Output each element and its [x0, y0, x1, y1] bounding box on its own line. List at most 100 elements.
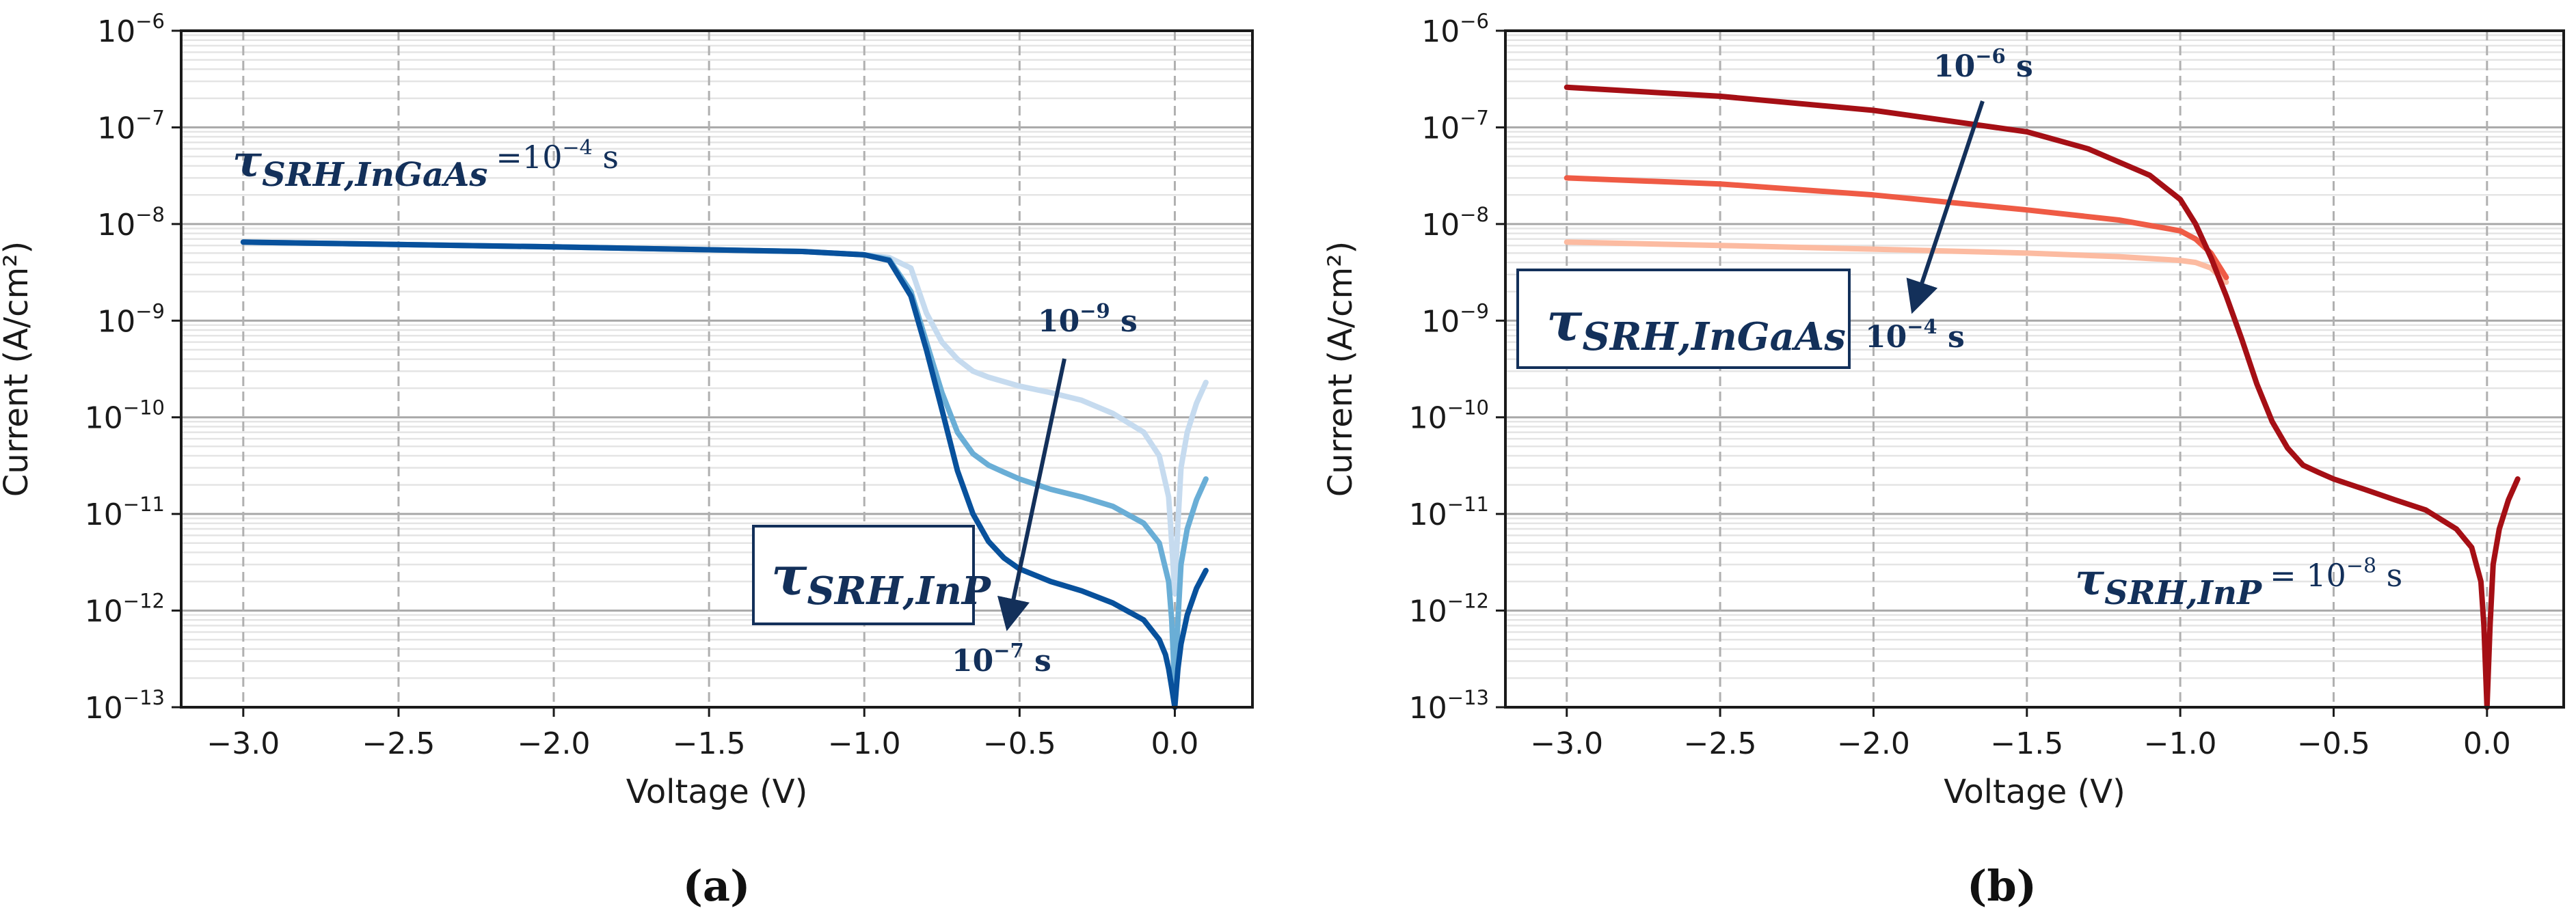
arrow-start-unit: s [1110, 304, 1138, 339]
y-tick-label: 10−12 [1409, 590, 1489, 629]
fixed-tau-exponent: −8 [2346, 554, 2376, 578]
y-tick-exponent: −7 [1460, 106, 1489, 129]
y-tick-exponent: −12 [123, 590, 165, 613]
y-tick-exponent: −13 [123, 686, 165, 709]
plot-frame [1504, 29, 2565, 709]
fixed-tau-symbol: τ [2075, 554, 2105, 605]
y-tick-label: 10−8 [97, 203, 165, 243]
arrow-start-base: 10 [1038, 304, 1079, 339]
y-tick-base: 10 [85, 691, 123, 726]
x-tick-label: 0.0 [1151, 726, 1198, 761]
y-tick-label: 10−11 [85, 493, 165, 532]
x-tick-label: −2.5 [1684, 726, 1757, 761]
y-tick-base: 10 [97, 111, 135, 146]
varied-tau-symbol: τ [771, 545, 807, 607]
y-tick-base: 10 [1409, 594, 1447, 629]
y-tick-label: 10−7 [1421, 106, 1489, 146]
x-tick-labels: −3.0 −2.5 −2.0 −1.5 −1.0 −0.5 0.0 [206, 707, 1198, 761]
x-tick-label: −2.0 [518, 726, 591, 761]
y-tick-label: 10−6 [97, 10, 165, 49]
arrow-end-base: 10 [952, 644, 993, 679]
arrow-start-exponent: −9 [1079, 299, 1110, 323]
y-tick-exponent: −9 [1460, 299, 1489, 323]
panel-label: (a) [683, 861, 751, 911]
series-line-1 [1564, 239, 2229, 285]
arrow-end-unit: s [1937, 320, 1965, 355]
arrow-end-label: 10−4 s [1865, 315, 1965, 355]
arrow-start-label: 10−9 s [1038, 299, 1138, 339]
x-tick-label: −3.0 [206, 726, 280, 761]
y-tick-base: 10 [1421, 14, 1460, 49]
y-tick-label: 10−10 [85, 396, 165, 436]
series-group [240, 239, 1209, 710]
fixed-tau-symbol: τ [232, 136, 263, 187]
arrow-start-base: 10 [1933, 49, 1975, 84]
fixed-tau-unit: s [593, 139, 619, 176]
y-tick-label: 10−9 [1421, 299, 1489, 339]
arrow-end-base: 10 [1865, 320, 1907, 355]
series-group [1564, 84, 2521, 710]
y-tick-label: 10−13 [85, 686, 165, 726]
arrow-start-label: 10−6 s [1933, 44, 2033, 84]
series-line-3 [240, 239, 1209, 710]
y-tick-exponent: −8 [135, 203, 165, 226]
x-tick-label: 0.0 [2463, 726, 2511, 761]
fixed-tau-annotation: τSRH,InP = 10−8 s [2075, 554, 2402, 612]
y-tick-label: 10−9 [97, 299, 165, 339]
arrow-end-label: 10−7 s [952, 639, 1051, 679]
minor-grid [181, 34, 1252, 679]
y-axis-label: Current (A/cm²) [1321, 241, 1360, 497]
fixed-tau-unit: s [2376, 557, 2402, 594]
y-axis-label: Current (A/cm²) [0, 241, 36, 497]
y-tick-base: 10 [85, 594, 123, 629]
x-axis-label: Voltage (V) [626, 773, 808, 811]
panel-b: −3.0 −2.5 −2.0 −1.5 −1.0 −0.5 0.010−1310−1210−… [1321, 10, 2565, 911]
arrow-start-unit: s [2006, 49, 2033, 84]
arrow-end-exponent: −7 [993, 639, 1023, 662]
y-tick-exponent: −9 [135, 299, 165, 323]
y-tick-base: 10 [1421, 208, 1460, 243]
x-tick-labels: −3.0 −2.5 −2.0 −1.5 −1.0 −0.5 0.0 [1530, 707, 2511, 761]
x-tick-label: −0.5 [2297, 726, 2370, 761]
y-tick-base: 10 [1421, 111, 1460, 146]
y-tick-exponent: −8 [1460, 203, 1489, 226]
x-tick-label: −1.0 [828, 726, 901, 761]
y-tick-exponent: −10 [123, 396, 165, 420]
fixed-tau-value: =10 [496, 139, 562, 176]
arrow-end-unit: s [1024, 644, 1051, 679]
varied-tau-symbol: τ [1546, 291, 1583, 353]
fixed-tau-annotation: τSRH,InGaAs =10−4 s [232, 136, 619, 194]
y-tick-label: 10−7 [97, 106, 165, 146]
trend-arrow [1906, 100, 1985, 314]
panel-label: (b) [1967, 861, 2037, 911]
arrow-start-exponent: −6 [1975, 44, 2005, 68]
y-tick-base: 10 [97, 304, 135, 339]
y-tick-exponent: −13 [1447, 686, 1489, 709]
x-tick-label: −1.0 [2144, 726, 2217, 761]
x-tick-label: −0.5 [983, 726, 1056, 761]
x-tick-label: −3.0 [1530, 726, 1603, 761]
x-tick-label: −2.5 [362, 726, 435, 761]
plot-frame [180, 29, 1254, 709]
varied-tau-subscript: SRH,InP [807, 569, 991, 614]
y-tick-base: 10 [97, 208, 135, 243]
y-tick-base: 10 [97, 14, 135, 49]
y-tick-exponent: −7 [135, 106, 165, 129]
y-tick-base: 10 [1409, 401, 1447, 436]
y-tick-base: 10 [1421, 304, 1460, 339]
varied-tau-box [752, 525, 975, 625]
x-tick-label: −1.5 [673, 726, 746, 761]
y-tick-exponent: −10 [1447, 396, 1489, 420]
y-tick-label: 10−6 [1421, 10, 1489, 49]
x-tick-label: −2.0 [1837, 726, 1910, 761]
y-tick-base: 10 [1409, 691, 1447, 726]
y-tick-label: 10−8 [1421, 203, 1489, 243]
y-tick-exponent: −11 [123, 493, 165, 516]
y-tick-exponent: −11 [1447, 493, 1489, 516]
x-tick-label: −1.5 [1990, 726, 2063, 761]
y-tick-exponent: −6 [1460, 10, 1489, 33]
varied-tau-annotation: τSRH,InGaAs [1546, 291, 1846, 359]
